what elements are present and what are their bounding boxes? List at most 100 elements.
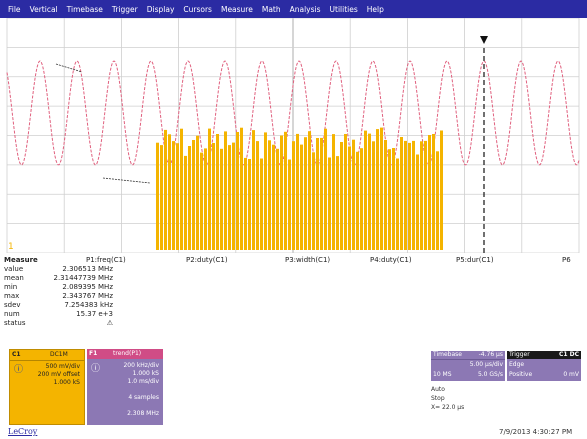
p6-header[interactable]: P6 [562,256,571,264]
menu-cursors[interactable]: Cursors [183,4,212,14]
timebase-title: Timebase [433,351,462,358]
c1-trace-bar [372,141,375,250]
measure-label: Measure [4,256,38,264]
c1-trace-bar [200,152,203,250]
c1-trace-bar [440,130,443,250]
num-label: num [4,310,20,318]
menu-math[interactable]: Math [261,4,281,14]
p4-header[interactable]: P4:duty(C1) [370,256,412,264]
c1-trace-bar [344,134,347,250]
p1-mean: 2.31447739 MHz [53,274,113,282]
p1-max: 2.343767 MHz [62,292,113,300]
f1-trend-line [6,60,580,166]
c1-trace-bar [228,145,231,250]
acq-mode: Auto [431,386,445,393]
c1-trace-bar [176,143,179,250]
p1-num: 15.37 e+3 [76,310,113,318]
menu-help[interactable]: Help [366,4,384,14]
p1-header[interactable]: P1:freq(C1) [86,256,126,264]
menu-vertical[interactable]: Vertical [29,4,58,14]
c1-trace-bar [204,148,207,250]
c1-trace-bar [244,157,247,250]
f1-descriptor-box[interactable]: F1 trend(P1) ⓘ 200 kHz/div 1.000 kS 1.0 … [87,349,163,425]
status-label: status [4,319,26,327]
waveform-display[interactable]: 1 [0,17,587,254]
c1-trace-bar [184,155,187,250]
trigger-arrow-icon[interactable] [480,36,488,44]
timebase-samples: 10 MS [433,371,452,378]
waveform-grid: 1 [6,17,580,254]
c1-trace-bar [208,128,211,250]
c1-trace-bar [436,151,439,250]
trigger-mode: C1 DC [558,351,579,358]
f1-title: F1 [89,350,98,357]
menu-bar: File Vertical Timebase Trigger Display C… [0,0,587,18]
p1-min: 2.089395 MHz [62,283,113,291]
c1-mode: DC1M [50,351,68,358]
mean-label: mean [4,274,24,282]
info-icon[interactable]: ⓘ [91,364,101,374]
p5-header[interactable]: P5:dur(C1) [456,256,494,264]
acquisition-info: Auto Stop X= 22.0 µs [431,385,464,412]
c1-trace-bar [356,151,359,250]
f1-samples: 1.000 kS [132,370,159,377]
c1-trace-bar [224,131,227,250]
c1-trace-bar [416,154,419,250]
p1-value: 2.306513 MHz [62,265,113,273]
c1-samples: 1.000 kS [53,379,80,386]
menu-measure[interactable]: Measure [220,4,253,14]
f1-scale: 200 kHz/div [123,362,159,369]
c1-trace-bar [164,129,167,250]
menu-trigger[interactable]: Trigger [111,4,138,14]
c1-trace-bar [340,142,343,250]
c1-trace-bar [400,137,403,250]
min-label: min [4,283,18,291]
c1-trace-bar [180,128,183,250]
c1-trace-bar [292,141,295,250]
c1-trace-bar [160,145,163,250]
c1-trace-bar [316,138,319,250]
c1-trace-bar [328,157,331,250]
c1-trace-bar [352,139,355,250]
c1-trace-bar [188,146,191,250]
c1-trace-bar [304,137,307,250]
f1-hdiv: 1.0 ms/div [127,378,159,385]
c1-trace-bar [392,148,395,250]
channel-marker: 1 [8,242,14,252]
p3-header[interactable]: P3:width(C1) [285,256,331,264]
timebase-header [431,351,505,360]
c1-trace-bar [284,131,287,250]
timebase-rate: 5.0 GS/s [477,371,503,378]
c1-trace-bar [212,143,215,250]
c1-trace-bar [364,130,367,250]
c1-trace [156,127,443,250]
c1-trace-bar [380,127,383,250]
p2-header[interactable]: P2:duty(C1) [186,256,228,264]
c1-trace-bar [348,146,351,250]
measure-panel: Measure value mean min max sdev num stat… [0,253,587,347]
f1-subtitle: trend(P1) [113,350,142,357]
c1-trace-bar [312,152,315,250]
c1-trace-bar [320,137,323,250]
menu-file[interactable]: File [8,4,21,14]
c1-descriptor-box[interactable]: C1 DC1M ⓘ 500 mV/div 200 mV offset 1.000… [9,349,85,425]
trigger-box[interactable]: Trigger C1 DC Edge Positive 0 mV [507,351,581,381]
c1-trace-bar [404,140,407,250]
menu-analysis[interactable]: Analysis [289,4,321,14]
c1-trace-bar [260,158,263,250]
timebase-delay: -4.76 µs [478,351,503,358]
lecroy-logo: LeCroy [8,427,38,436]
menu-timebase[interactable]: Timebase [66,4,103,14]
c1-trace-bar [220,148,223,250]
c1-trace-bar [272,144,275,250]
menu-utilities[interactable]: Utilities [329,4,358,14]
c1-trace-bar [428,135,431,250]
f1-count: 4 samples [128,394,159,401]
timebase-box[interactable]: Timebase -4.76 µs 5.00 µs/div 10 MS 5.0 … [431,351,505,381]
c1-trace-bar [396,158,399,250]
c1-header [10,350,84,361]
info-icon[interactable]: ⓘ [14,365,24,375]
menu-display[interactable]: Display [146,4,175,14]
c1-vdiv: 500 mV/div [45,363,80,370]
c1-trace-bar [280,135,283,250]
